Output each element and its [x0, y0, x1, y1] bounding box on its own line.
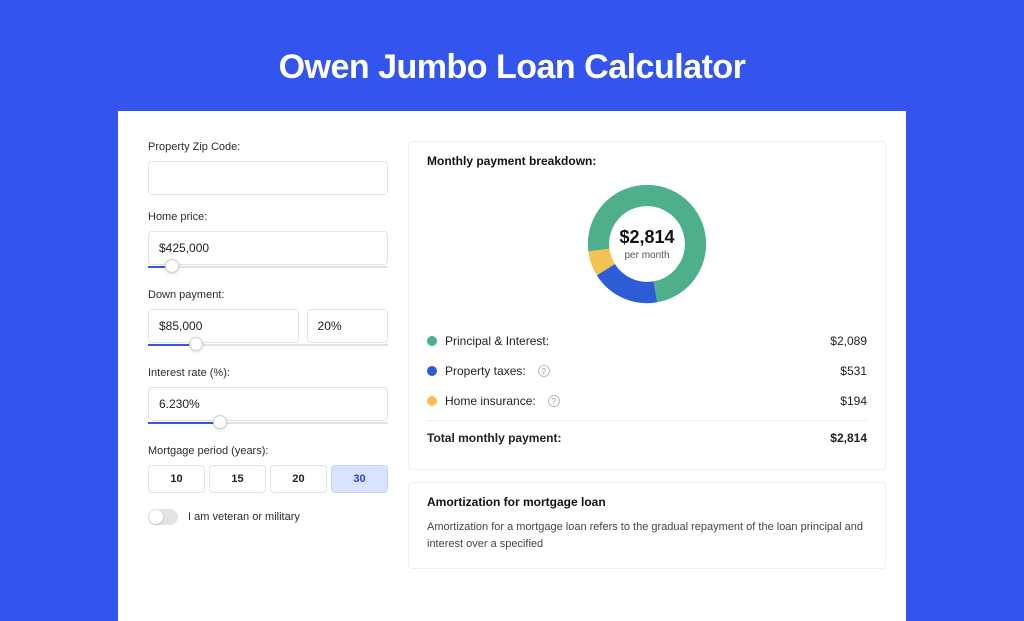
interest-rate-field: Interest rate (%): [148, 367, 388, 429]
legend-dot [427, 336, 437, 346]
veteran-toggle-row: I am veteran or military [148, 509, 388, 525]
home-price-label: Home price: [148, 211, 388, 223]
legend-dot [427, 366, 437, 376]
donut-center: $2,814 per month [583, 180, 711, 308]
slider-track [148, 266, 388, 268]
slider-thumb[interactable] [213, 415, 227, 429]
form-column: Property Zip Code: Home price: Down paym… [148, 141, 388, 581]
interest-rate-slider[interactable] [148, 419, 388, 429]
legend-value: $531 [840, 364, 867, 378]
down-payment-percent-input[interactable] [307, 309, 388, 343]
period-option-30[interactable]: 30 [331, 465, 388, 493]
mortgage-period-options: 10152030 [148, 465, 388, 493]
total-row: Total monthly payment: $2,814 [427, 420, 867, 453]
legend-label: Property taxes: [445, 364, 526, 378]
period-option-10[interactable]: 10 [148, 465, 205, 493]
zip-field: Property Zip Code: [148, 141, 388, 195]
amortization-title: Amortization for mortgage loan [427, 495, 867, 509]
amortization-text: Amortization for a mortgage loan refers … [427, 519, 867, 552]
legend-label: Principal & Interest: [445, 334, 549, 348]
breakdown-panel: Monthly payment breakdown: $2,814 per mo… [408, 141, 886, 470]
slider-thumb[interactable] [165, 259, 179, 273]
amortization-panel: Amortization for mortgage loan Amortizat… [408, 482, 886, 569]
down-payment-label: Down payment: [148, 289, 388, 301]
legend-row: Home insurance:? $194 [427, 386, 867, 416]
results-column: Monthly payment breakdown: $2,814 per mo… [408, 141, 886, 581]
donut-amount: $2,814 [619, 227, 674, 248]
legend-dot [427, 396, 437, 406]
zip-input[interactable] [148, 161, 388, 195]
down-payment-field: Down payment: [148, 289, 388, 351]
mortgage-period-field: Mortgage period (years): 10152030 [148, 445, 388, 493]
breakdown-title: Monthly payment breakdown: [427, 154, 867, 168]
home-price-field: Home price: [148, 211, 388, 273]
down-payment-slider[interactable] [148, 341, 388, 351]
down-payment-amount-input[interactable] [148, 309, 299, 343]
interest-rate-label: Interest rate (%): [148, 367, 388, 379]
toggle-knob [149, 510, 163, 524]
interest-rate-input[interactable] [148, 387, 388, 421]
total-label: Total monthly payment: [427, 431, 561, 445]
veteran-toggle-label: I am veteran or military [188, 511, 300, 523]
legend-row: Property taxes:? $531 [427, 356, 867, 386]
page-title: Owen Jumbo Loan Calculator [0, 0, 1024, 111]
slider-thumb[interactable] [189, 337, 203, 351]
legend-value: $194 [840, 394, 867, 408]
period-option-15[interactable]: 15 [209, 465, 266, 493]
legend-label: Home insurance: [445, 394, 536, 408]
calculator-card: Property Zip Code: Home price: Down paym… [118, 111, 906, 621]
total-value: $2,814 [830, 431, 867, 445]
mortgage-period-label: Mortgage period (years): [148, 445, 388, 457]
donut-chart: $2,814 per month [427, 180, 867, 308]
slider-fill [148, 422, 220, 424]
veteran-toggle[interactable] [148, 509, 178, 525]
help-icon[interactable]: ? [548, 395, 560, 407]
zip-label: Property Zip Code: [148, 141, 388, 153]
legend-row: Principal & Interest: $2,089 [427, 326, 867, 356]
legend-value: $2,089 [830, 334, 867, 348]
period-option-20[interactable]: 20 [270, 465, 327, 493]
home-price-input[interactable] [148, 231, 388, 265]
home-price-slider[interactable] [148, 263, 388, 273]
help-icon[interactable]: ? [538, 365, 550, 377]
donut-sub: per month [624, 250, 669, 261]
